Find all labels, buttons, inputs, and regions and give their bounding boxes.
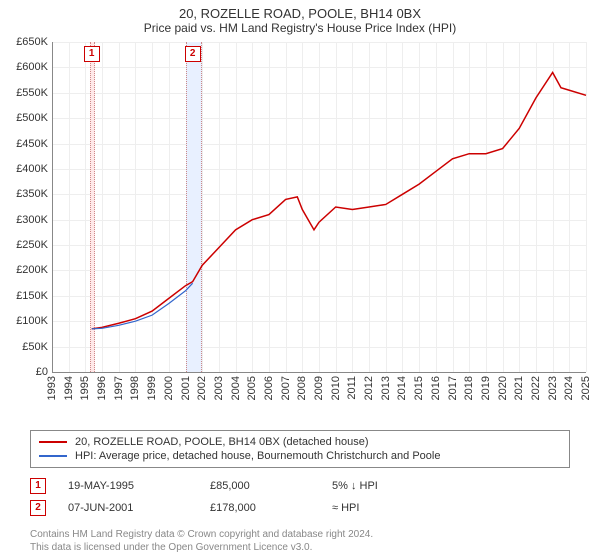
x-tick-label: 2019 [480,376,492,400]
footer-line-1: Contains HM Land Registry data © Crown c… [30,528,570,541]
sale-delta: ≈ HPI [332,502,359,514]
chart-container: { "title": "20, ROZELLE ROAD, POOLE, BH1… [0,0,600,560]
y-tick-label: £200K [4,264,48,276]
sale-row-1: 1 19-MAY-1995 £85,000 5% ↓ HPI [30,478,570,494]
x-tick-label: 2021 [513,376,525,400]
y-tick-label: £300K [4,214,48,226]
y-tick-label: £650K [4,36,48,48]
x-tick-label: 2025 [580,376,592,400]
x-tick-label: 2006 [263,376,275,400]
x-tick-label: 1993 [46,376,58,400]
x-tick-label: 2002 [196,376,208,400]
x-tick-label: 1995 [79,376,91,400]
x-tick-label: 2016 [430,376,442,400]
y-tick-label: £450K [4,138,48,150]
legend-row: HPI: Average price, detached house, Bour… [39,449,561,463]
y-tick-label: £250K [4,239,48,251]
footer: Contains HM Land Registry data © Crown c… [30,528,570,554]
x-tick-label: 2008 [296,376,308,400]
x-tick-label: 2004 [230,376,242,400]
x-tick-label: 2001 [180,376,192,400]
legend-swatch [39,455,67,457]
legend-label: 20, ROZELLE ROAD, POOLE, BH14 0BX (detac… [75,436,368,448]
x-tick-label: 2018 [463,376,475,400]
x-tick-label: 2014 [396,376,408,400]
legend-swatch [39,441,67,443]
series-hpi [92,283,193,329]
sale-marker-2: 2 [30,500,46,516]
chart-marker: 1 [84,46,100,62]
x-tick-label: 2017 [447,376,459,400]
chart-title: 20, ROZELLE ROAD, POOLE, BH14 0BX [0,0,600,21]
y-tick-label: £550K [4,87,48,99]
legend: 20, ROZELLE ROAD, POOLE, BH14 0BX (detac… [30,430,570,468]
sale-delta: 5% ↓ HPI [332,480,378,492]
x-tick-label: 2015 [413,376,425,400]
x-tick-label: 1999 [146,376,158,400]
y-tick-label: £0 [4,366,48,378]
x-tick-label: 1996 [96,376,108,400]
x-tick-label: 2003 [213,376,225,400]
x-tick-label: 2020 [497,376,509,400]
chart-subtitle: Price paid vs. HM Land Registry's House … [0,21,600,39]
y-tick-label: £350K [4,188,48,200]
x-tick-label: 2000 [163,376,175,400]
y-tick-label: £50K [4,341,48,353]
series-subject [92,72,586,328]
y-tick-label: £150K [4,290,48,302]
footer-line-2: This data is licensed under the Open Gov… [30,541,570,554]
chart-marker: 2 [185,46,201,62]
x-tick-label: 2023 [547,376,559,400]
sale-price: £85,000 [210,480,310,492]
sale-date: 19-MAY-1995 [68,480,188,492]
x-tick-label: 2013 [380,376,392,400]
sale-price: £178,000 [210,502,310,514]
legend-row: 20, ROZELLE ROAD, POOLE, BH14 0BX (detac… [39,435,561,449]
x-tick-label: 2010 [330,376,342,400]
x-tick-label: 2007 [280,376,292,400]
x-tick-label: 2024 [563,376,575,400]
legend-label: HPI: Average price, detached house, Bour… [75,450,440,462]
sale-row-2: 2 07-JUN-2001 £178,000 ≈ HPI [30,500,570,516]
y-tick-label: £500K [4,112,48,124]
x-tick-label: 1994 [63,376,75,400]
x-tick-label: 2012 [363,376,375,400]
y-tick-label: £100K [4,315,48,327]
x-tick-label: 1997 [113,376,125,400]
sale-date: 07-JUN-2001 [68,502,188,514]
x-tick-label: 1998 [129,376,141,400]
x-tick-label: 2009 [313,376,325,400]
sale-marker-1: 1 [30,478,46,494]
x-tick-label: 2005 [246,376,258,400]
y-tick-label: £600K [4,61,48,73]
plot-svg [52,42,586,372]
y-tick-label: £400K [4,163,48,175]
x-tick-label: 2022 [530,376,542,400]
x-tick-label: 2011 [346,376,358,400]
